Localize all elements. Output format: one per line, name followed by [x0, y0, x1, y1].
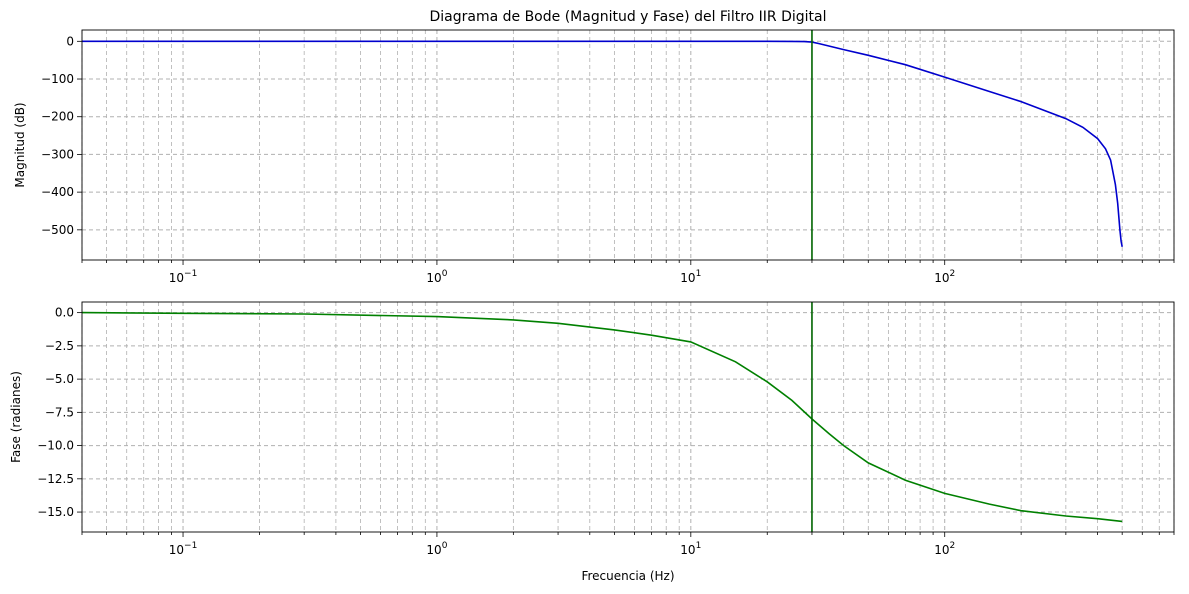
x-tick-exponent: 1: [696, 269, 702, 279]
x-tick-base: 10: [426, 271, 441, 285]
x-axis-label: Frecuencia (Hz): [581, 569, 674, 583]
x-tick-base: 10: [934, 271, 949, 285]
y-axis-label: Magnitud (dB): [13, 102, 27, 187]
x-tick-label: 100: [426, 269, 447, 285]
chart-title: Diagrama de Bode (Magnitud y Fase) del F…: [429, 9, 826, 25]
series-line: [82, 311, 1123, 523]
y-tick-label: −200: [41, 110, 74, 124]
x-tick-exponent: 2: [949, 269, 955, 279]
x-tick-label: 102: [934, 541, 955, 557]
y-tick-label: −15.0: [37, 505, 74, 519]
y-tick-label: −10.0: [37, 439, 74, 453]
y-tick-label: −7.5: [45, 405, 74, 419]
y-tick-label: −100: [41, 72, 74, 86]
y-tick-label: −400: [41, 185, 74, 199]
x-tick-base: 10: [169, 271, 184, 285]
y-tick-label: 0.0: [55, 306, 74, 320]
y-tick-label: −12.5: [37, 472, 74, 486]
x-tick-label: 101: [680, 269, 701, 285]
x-tick-exponent: 1: [696, 541, 702, 551]
axes-frame: [81, 29, 1175, 261]
x-tick-base: 10: [680, 271, 695, 285]
y-axis-label: Fase (radianes): [9, 371, 23, 463]
x-tick-exponent: −1: [184, 269, 197, 279]
y-tick-label: −500: [41, 223, 74, 237]
x-tick-label: 10−1: [169, 269, 198, 285]
x-tick-base: 10: [680, 543, 695, 557]
x-tick-label: 100: [426, 541, 447, 557]
x-tick-exponent: 0: [442, 541, 448, 551]
x-tick-base: 10: [169, 543, 184, 557]
y-tick-label: −5.0: [45, 372, 74, 386]
x-tick-label: 102: [934, 269, 955, 285]
x-tick-label: 10−1: [169, 541, 198, 557]
y-tick-label: −300: [41, 147, 74, 161]
series-line: [82, 40, 1123, 247]
x-tick-exponent: 0: [442, 269, 448, 279]
x-tick-exponent: −1: [184, 541, 197, 551]
x-tick-exponent: 2: [949, 541, 955, 551]
panel-2: 0.0−2.5−5.0−7.5−10.0−12.5−15.010−1 100 101…: [9, 301, 1175, 583]
x-tick-label: 101: [680, 541, 701, 557]
x-tick-base: 10: [426, 543, 441, 557]
y-tick-label: −2.5: [45, 339, 74, 353]
y-tick-label: 0: [66, 34, 74, 48]
x-tick-base: 10: [934, 543, 949, 557]
axes-frame: [81, 301, 1175, 533]
